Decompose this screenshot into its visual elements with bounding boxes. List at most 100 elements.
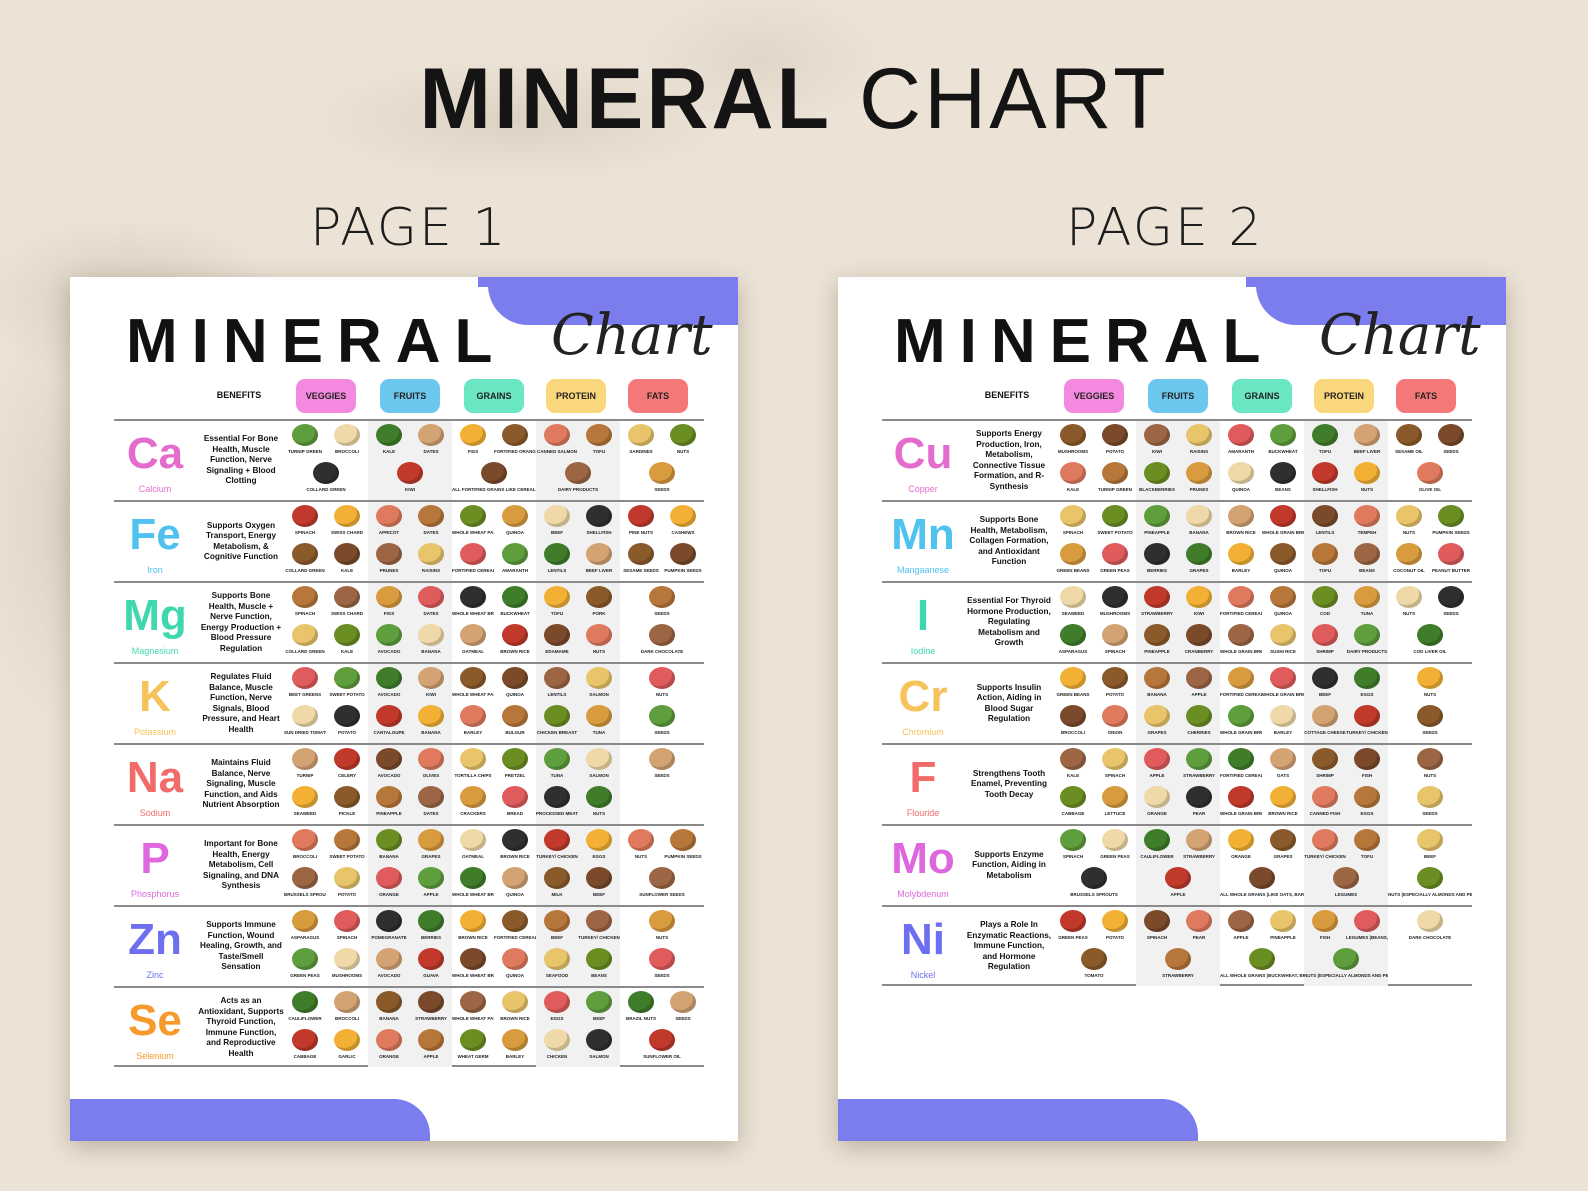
food-illustration bbox=[292, 624, 318, 647]
food-illustration bbox=[418, 667, 444, 690]
food-illustration bbox=[628, 505, 654, 528]
food-illustration bbox=[502, 786, 528, 809]
food-label: WHOLE WHEAT BREAD bbox=[452, 892, 494, 897]
food-illustration bbox=[418, 829, 444, 852]
benefit-text: Maintains Fluid Balance, Nerve Signaling… bbox=[202, 758, 280, 810]
food-illustration bbox=[376, 705, 402, 728]
food-label: WHOLE WHEAT PASTA bbox=[452, 692, 494, 697]
food-label: OATMEAL bbox=[462, 649, 484, 654]
element-cell: Zn Zinc bbox=[114, 907, 196, 986]
food-label: NUTS bbox=[655, 692, 669, 697]
food-illustration bbox=[292, 505, 318, 528]
food-illustration bbox=[334, 948, 360, 971]
food-label: BANANA bbox=[1147, 692, 1167, 697]
food-illustration bbox=[1102, 910, 1128, 933]
food-illustration bbox=[334, 829, 360, 852]
food-label: LETTUCE bbox=[1104, 811, 1126, 816]
food-label: TOFU bbox=[1360, 854, 1374, 859]
food-label: TOFU bbox=[1318, 568, 1332, 573]
food-label: MILK bbox=[551, 892, 563, 897]
mineral-row: P Phosphorus Important for Bone Health, En… bbox=[114, 824, 704, 905]
benefit-text: Supports Oxygen Transport, Energy Metabo… bbox=[203, 520, 279, 562]
benefit-text: Essential For Bone Health, Muscle Functi… bbox=[203, 434, 279, 486]
food-label: BEANS bbox=[1359, 568, 1375, 573]
food-label: CAULIFLOWER bbox=[288, 1016, 322, 1021]
mineral-row: Fe Iron Supports Oxygen Transport, Energy … bbox=[114, 500, 704, 581]
food-label: SALMON bbox=[589, 773, 609, 778]
food-cells: TURNIP CELERY SEAWEED PICKLE AVOCADO OLIVES PI… bbox=[284, 745, 704, 824]
food-illustration bbox=[1102, 424, 1128, 447]
food-label: WHEAT GERM bbox=[457, 1054, 489, 1059]
food-illustration bbox=[1228, 829, 1254, 852]
food-label: DATES bbox=[423, 449, 439, 454]
food-label: OLIVE OIL bbox=[1418, 487, 1442, 492]
food-label: COD bbox=[1320, 611, 1330, 616]
food-label: BROWN RICE bbox=[1268, 811, 1298, 816]
food-cells: SPINACH SWEET POTATO GREEN BEANS GREEN PEAS… bbox=[1052, 502, 1472, 581]
food-label: NUTS bbox=[1423, 692, 1437, 697]
element-name: Calcium bbox=[138, 484, 172, 494]
element-cell: I Iodine bbox=[882, 583, 964, 662]
food-label: PINEAPPLE bbox=[1144, 649, 1170, 654]
element-cell: Mg Magnesium bbox=[114, 583, 196, 662]
food-illustration bbox=[1186, 667, 1212, 690]
food-illustration bbox=[586, 991, 612, 1014]
food-illustration bbox=[376, 667, 402, 690]
food-illustration bbox=[334, 624, 360, 647]
food-label: BEEF bbox=[1318, 692, 1331, 697]
food-label: BARLEY bbox=[463, 730, 483, 735]
sheet-script-title: Chart bbox=[551, 303, 713, 368]
food-label: COCONUT OIL bbox=[1393, 568, 1425, 573]
food-illustration bbox=[544, 991, 570, 1014]
benefit-text: Strengthens Tooth Enamel, Preventing Too… bbox=[971, 768, 1047, 799]
element-name: Copper bbox=[908, 484, 938, 494]
food-illustration bbox=[460, 910, 486, 933]
food-illustration bbox=[1186, 424, 1212, 447]
food-illustration bbox=[1270, 624, 1296, 647]
food-illustration bbox=[334, 505, 360, 528]
food-label: BEEF LIVER bbox=[585, 568, 613, 573]
food-label: RAISINS bbox=[421, 568, 441, 573]
element-cell: Ni Nickel bbox=[882, 907, 964, 986]
food-illustration bbox=[418, 867, 444, 890]
food-illustration bbox=[418, 910, 444, 933]
food-label: STRAWBERRY bbox=[415, 1016, 447, 1021]
food-illustration bbox=[586, 424, 612, 447]
food-label: GREEN PEAS bbox=[1100, 568, 1130, 573]
food-illustration bbox=[628, 829, 654, 852]
food-illustration bbox=[586, 543, 612, 566]
main-title: MINERAL CHART bbox=[0, 50, 1588, 149]
food-label: SPINACH bbox=[1062, 854, 1084, 859]
food-label: DATES bbox=[423, 611, 439, 616]
benefit-text: Supports Bone Health, Metabolism, Collag… bbox=[969, 515, 1049, 567]
food-label: APPLE bbox=[1149, 773, 1165, 778]
food-illustration bbox=[292, 948, 318, 971]
element-cell: Ca Calcium bbox=[114, 421, 196, 500]
food-illustration bbox=[1186, 829, 1212, 852]
food-label: LEGUMES (BEANS, LENTILS, CHICKPEAS) bbox=[1346, 935, 1388, 940]
food-label: SUNFLOWER SEEDS bbox=[639, 892, 685, 897]
food-label: SPINACH bbox=[1146, 935, 1168, 940]
food-cells: SEAWEED MUSHROOMS ASPARAGUS SPINACH STRAWBER… bbox=[1052, 583, 1472, 662]
food-illustration bbox=[1270, 667, 1296, 690]
food-illustration bbox=[628, 543, 654, 566]
food-label: ORANGE bbox=[1147, 811, 1167, 816]
food-label: SEEDS bbox=[675, 1016, 691, 1021]
food-illustration bbox=[1144, 667, 1170, 690]
food-label: WHOLE GRAIN BREAD bbox=[1220, 811, 1262, 816]
food-illustration bbox=[1102, 705, 1128, 728]
food-label: PROCESSED MEATS bbox=[536, 811, 578, 816]
food-label: LENTILS bbox=[1315, 530, 1335, 535]
food-illustration bbox=[502, 948, 528, 971]
food-illustration bbox=[334, 705, 360, 728]
food-label: BULGUR bbox=[505, 730, 525, 735]
food-illustration bbox=[1417, 462, 1443, 485]
food-illustration bbox=[334, 991, 360, 1014]
food-illustration bbox=[1417, 786, 1443, 809]
food-label: TORTILLA CHIPS bbox=[454, 773, 492, 778]
food-label: SEEDS bbox=[1443, 449, 1459, 454]
food-illustration bbox=[1144, 462, 1170, 485]
food-label: MUSHROOMS bbox=[331, 973, 363, 978]
food-illustration bbox=[1060, 705, 1086, 728]
food-label: WHOLE GRAIN BREAD bbox=[1262, 530, 1304, 535]
